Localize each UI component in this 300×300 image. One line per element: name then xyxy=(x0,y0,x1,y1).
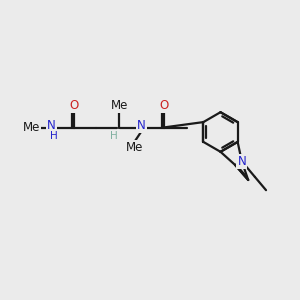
Text: H: H xyxy=(50,131,57,141)
Text: N: N xyxy=(137,119,146,132)
Text: H: H xyxy=(110,131,117,141)
Text: N: N xyxy=(237,155,246,168)
Text: Me: Me xyxy=(23,121,40,134)
Text: Me: Me xyxy=(111,99,129,112)
Text: N: N xyxy=(47,119,56,132)
Text: O: O xyxy=(69,99,78,112)
Text: Me: Me xyxy=(126,141,144,154)
Text: O: O xyxy=(159,99,168,112)
